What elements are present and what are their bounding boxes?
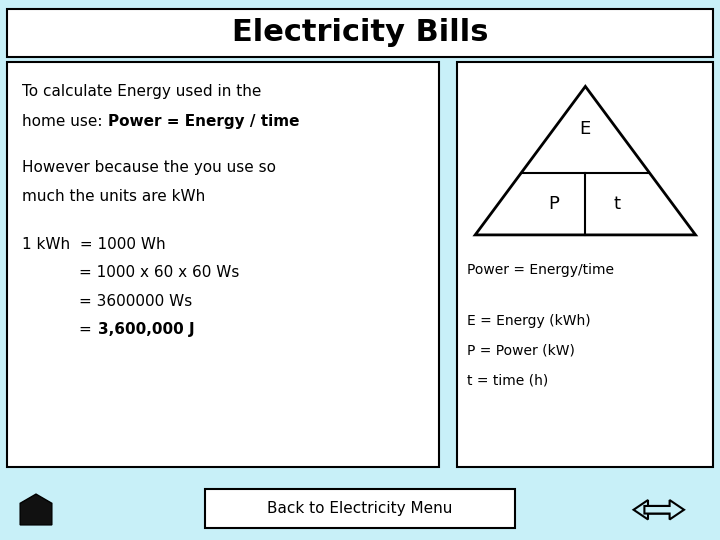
FancyBboxPatch shape [7, 9, 713, 57]
Text: Power = Energy/time: Power = Energy/time [467, 263, 613, 277]
Text: =: = [79, 322, 96, 338]
Polygon shape [20, 494, 52, 525]
Text: t: t [614, 195, 621, 213]
Polygon shape [475, 86, 696, 235]
Text: much the units are kWh: much the units are kWh [22, 188, 205, 204]
Text: Power = Energy / time: Power = Energy / time [108, 114, 300, 129]
Text: E = Energy (kWh): E = Energy (kWh) [467, 314, 590, 328]
Text: t = time (h): t = time (h) [467, 374, 548, 388]
Text: Back to Electricity Menu: Back to Electricity Menu [267, 501, 453, 516]
Text: E: E [580, 120, 591, 138]
Text: = 3600000 Ws: = 3600000 Ws [79, 294, 192, 309]
Text: To calculate Energy used in the: To calculate Energy used in the [22, 84, 261, 99]
Text: Electricity Bills: Electricity Bills [232, 18, 488, 48]
Text: home use:: home use: [22, 114, 107, 129]
Text: P: P [548, 195, 559, 213]
FancyBboxPatch shape [205, 489, 515, 528]
Text: 3,600,000 J: 3,600,000 J [98, 322, 194, 338]
Polygon shape [634, 500, 673, 519]
Text: P = Power (kW): P = Power (kW) [467, 344, 575, 358]
FancyBboxPatch shape [7, 62, 439, 467]
FancyBboxPatch shape [457, 62, 713, 467]
Polygon shape [644, 500, 684, 519]
Text: = 1000 x 60 x 60 Ws: = 1000 x 60 x 60 Ws [79, 265, 240, 280]
Text: 1 kWh  = 1000 Wh: 1 kWh = 1000 Wh [22, 237, 165, 252]
Text: However because the you use so: However because the you use so [22, 160, 276, 175]
